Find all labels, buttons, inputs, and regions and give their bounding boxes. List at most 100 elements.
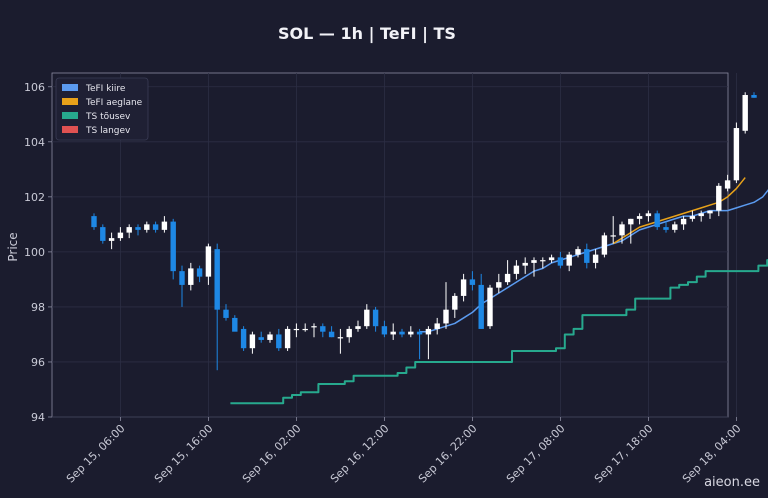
- candle-body: [170, 221, 176, 272]
- candle-body: [733, 128, 740, 181]
- candle: [302, 323, 308, 332]
- candle: [610, 216, 616, 244]
- candle: [311, 323, 317, 338]
- x-tick-label: Sep 16, 12:00: [328, 422, 392, 486]
- candle-body: [144, 224, 150, 230]
- candle-body: [126, 227, 132, 233]
- candle: [601, 232, 608, 258]
- candle: [249, 331, 256, 354]
- candle: [469, 271, 476, 291]
- candle: [663, 221, 669, 233]
- candle: [188, 262, 194, 291]
- legend-label: TeFI kiire: [85, 84, 126, 94]
- candle: [381, 320, 388, 338]
- legend-swatch: [62, 98, 78, 105]
- candle: [504, 260, 511, 285]
- legend-swatch: [62, 84, 78, 91]
- candle-body: [680, 218, 687, 225]
- series-slow: [612, 177, 746, 245]
- candle: [390, 323, 396, 340]
- candle-body: [716, 185, 722, 211]
- candle: [672, 221, 678, 233]
- candle-body: [267, 334, 273, 340]
- x-tick-label: Sep 16, 02:00: [240, 422, 304, 486]
- candle-body: [135, 227, 141, 230]
- candle: [170, 218, 176, 280]
- chart-title: SOL — 1h | TeFI | TS: [278, 24, 456, 44]
- candle-body: [196, 268, 203, 277]
- candle: [108, 232, 115, 250]
- grid: [52, 73, 737, 418]
- candle-body: [258, 337, 264, 340]
- y-tick-label: 94: [31, 411, 45, 424]
- candle: [284, 326, 291, 351]
- candle-body: [302, 328, 308, 331]
- candle-body: [504, 273, 511, 283]
- candle: [240, 326, 247, 351]
- candle: [566, 251, 572, 272]
- candle-body: [108, 238, 115, 241]
- candle-body: [540, 260, 546, 262]
- candle: [619, 221, 625, 244]
- candle: [416, 328, 423, 360]
- candle: [733, 122, 740, 184]
- candle: [328, 326, 335, 338]
- candle-body: [232, 317, 238, 332]
- candle-body: [408, 331, 414, 335]
- candle-body: [284, 328, 291, 349]
- candle-body: [469, 279, 476, 285]
- y-tick-label: 102: [24, 191, 45, 204]
- candle: [742, 92, 748, 134]
- candle: [548, 254, 555, 263]
- candle: [179, 265, 185, 307]
- candle: [267, 331, 273, 343]
- candle: [355, 320, 361, 332]
- candle-body: [364, 309, 370, 327]
- candle-body: [707, 210, 713, 214]
- candle: [531, 257, 537, 277]
- candle: [716, 183, 722, 217]
- candle-body: [487, 287, 493, 327]
- legend-label: TeFI aeglane: [85, 98, 143, 108]
- candle: [452, 293, 458, 318]
- candle-body: [575, 249, 581, 255]
- candle-body: [416, 331, 423, 335]
- candle: [399, 328, 405, 338]
- candle: [443, 282, 449, 329]
- candle-body: [610, 235, 616, 237]
- y-tick-label: 106: [24, 81, 45, 94]
- candle: [196, 265, 203, 283]
- candle: [320, 323, 326, 338]
- candle-body: [619, 224, 625, 236]
- candle-body: [188, 268, 194, 285]
- candle: [372, 306, 379, 332]
- candle-body: [276, 334, 282, 349]
- candle: [232, 315, 238, 332]
- candle: [91, 213, 97, 230]
- candle: [293, 323, 300, 338]
- series-ts_up: [230, 259, 768, 405]
- candle: [592, 249, 599, 269]
- candle: [346, 326, 352, 343]
- candle-body: [460, 279, 467, 296]
- candle: [724, 174, 731, 192]
- x-tick-label: Sep 17, 18:00: [592, 422, 656, 486]
- y-tick-label: 104: [24, 136, 45, 149]
- candle-body: [117, 232, 124, 239]
- candle: [496, 273, 502, 294]
- y-axis-label: Price: [6, 232, 20, 261]
- candle-body: [531, 260, 537, 263]
- candle-body: [689, 216, 696, 219]
- candle: [152, 221, 159, 233]
- candle-body: [434, 323, 440, 329]
- candle-body: [672, 224, 678, 230]
- candle-body: [645, 213, 652, 217]
- candle-body: [249, 334, 256, 349]
- candle: [205, 243, 212, 285]
- candle-body: [584, 249, 590, 263]
- candle: [698, 210, 704, 222]
- candle-body: [161, 221, 168, 230]
- candle-body: [320, 326, 326, 332]
- x-tick-label: Sep 15, 06:00: [64, 422, 128, 486]
- candle: [628, 218, 634, 244]
